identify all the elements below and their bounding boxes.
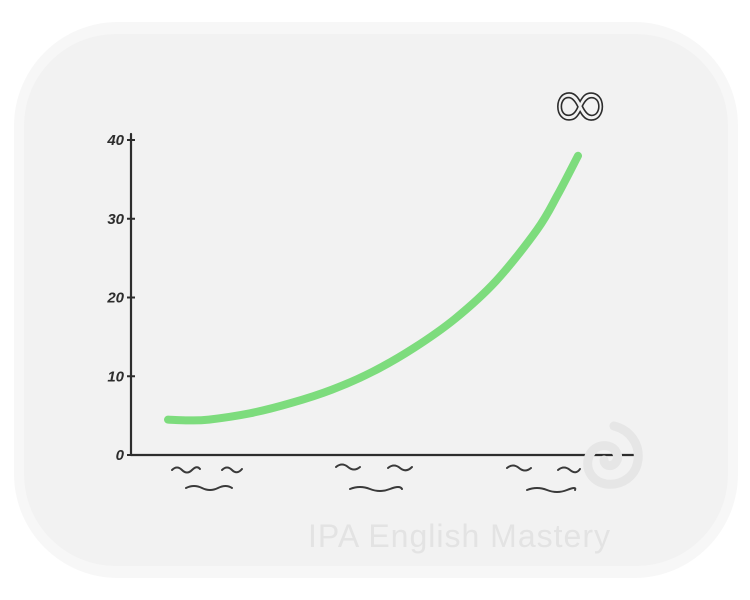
- x-scribble-1a: [171, 466, 201, 474]
- y-ticks: 0 10 20 30 40: [106, 132, 135, 464]
- card-background: [24, 34, 728, 566]
- x-scribble-3c: [526, 487, 577, 493]
- y-tick-label: 40: [106, 132, 124, 149]
- watermark-logo-shape: [583, 421, 643, 489]
- x-scribble-3b: [557, 466, 581, 474]
- x-scribble-1b: [221, 466, 243, 474]
- x-scribble-2b: [387, 464, 413, 472]
- x-scribble-3a: [506, 464, 532, 472]
- y-tick-label: 20: [106, 290, 124, 307]
- y-tick-label: 30: [107, 211, 124, 228]
- y-tick-label: 10: [107, 368, 124, 385]
- watermark-logo: [583, 421, 643, 489]
- y-tick-label: 0: [116, 447, 125, 464]
- series-line: [164, 151, 582, 425]
- infinity-annotation: ∞: [550, 61, 610, 145]
- x-scribble-2a: [335, 463, 361, 471]
- x-scribble-1c: [185, 485, 233, 491]
- x-tick-scribbles: [171, 463, 581, 493]
- watermark-text: IPA English Mastery: [308, 518, 611, 554]
- x-scribble-2c: [349, 486, 403, 492]
